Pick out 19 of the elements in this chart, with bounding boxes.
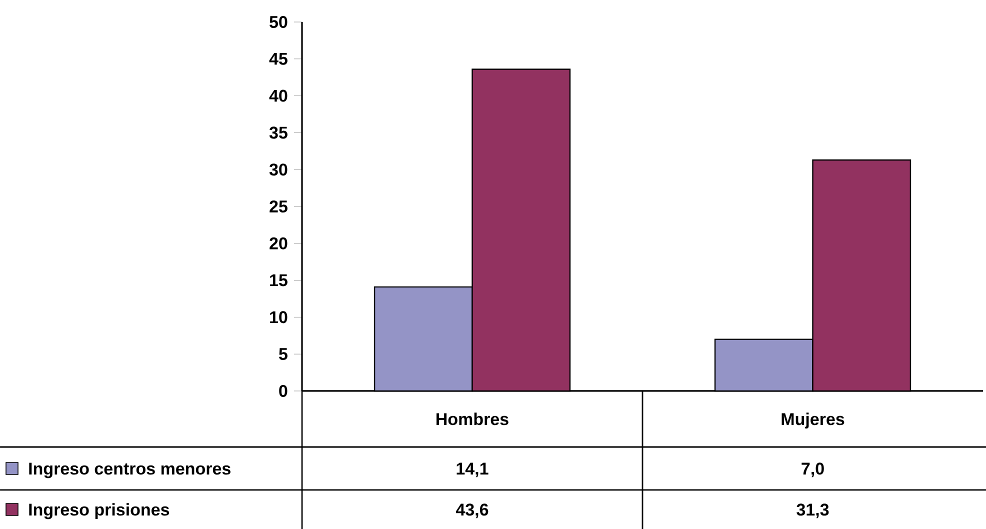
y-tick-label: 15	[270, 274, 288, 286]
data-label: 7,0	[802, 462, 824, 478]
y-tick-label: 20	[270, 237, 288, 250]
data-label: 43,6	[456, 504, 488, 518]
y-tick-label: 50	[270, 16, 288, 28]
x-tick-label: Hombres	[436, 412, 508, 426]
y-tick-label: 45	[269, 52, 288, 65]
y-tick-label: 25	[270, 200, 288, 213]
y-tick-label: 35	[269, 126, 288, 139]
data-label: 14,1	[456, 462, 488, 478]
legend-label: Ingreso prisiones	[29, 503, 170, 520]
y-tick-label: 40	[269, 90, 288, 102]
y-tick-label: 30	[269, 164, 288, 176]
data-label: 31,3	[796, 504, 829, 518]
x-tick-label: Mujeres	[782, 412, 844, 428]
legend-label: Ingreso centros menores	[29, 462, 230, 478]
y-tick-label: 10	[270, 311, 288, 324]
y-tick-label: 5	[279, 348, 288, 360]
y-tick-label: 0	[279, 384, 288, 397]
